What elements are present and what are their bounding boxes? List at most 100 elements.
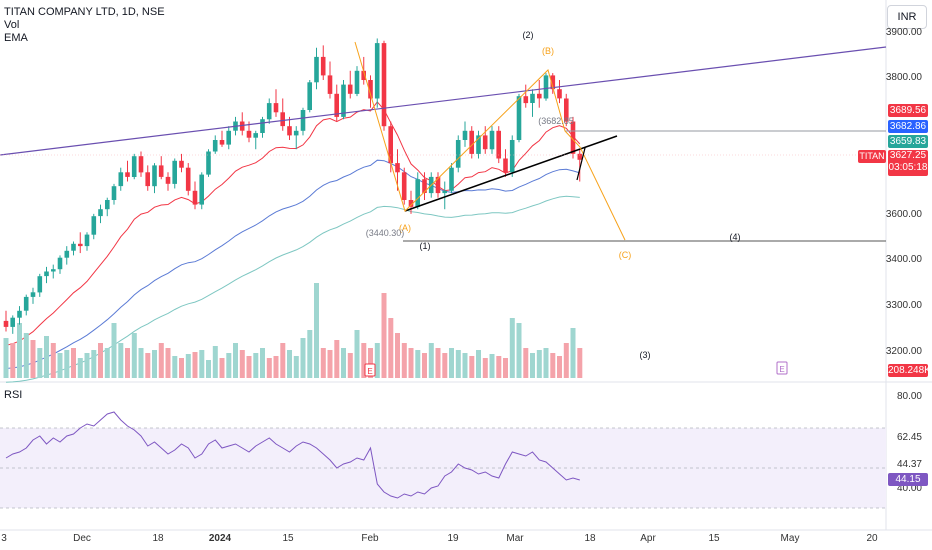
candle-body (239, 121, 245, 131)
rsi-tick: 80.00 (896, 391, 922, 402)
rsi-tick: 40.00 (896, 483, 922, 494)
candle-body (152, 165, 157, 187)
symbol-title[interactable]: TITAN COMPANY LTD, 1D, NSE (4, 6, 165, 18)
volume-bar (442, 353, 448, 378)
date-tick: Mar (506, 533, 524, 544)
volume-bar (563, 343, 569, 378)
volume-bar (550, 353, 556, 378)
price-tick: 3900.00 (885, 27, 922, 38)
vol-indicator-label[interactable]: Vol (4, 19, 20, 31)
rsi-pane (0, 411, 886, 509)
candle-body (449, 167, 454, 191)
candle-body (287, 126, 292, 136)
candle-body (246, 130, 252, 138)
rsi-tick: 62.45 (896, 432, 922, 443)
volume-bar (530, 353, 535, 378)
rsi-value-badge: 44.15 (888, 473, 928, 486)
candle-body (550, 75, 556, 90)
volume-bar (293, 356, 299, 378)
price-tick: 3600.00 (885, 209, 922, 220)
candle-body (422, 179, 427, 193)
earnings-marker (364, 363, 376, 377)
wave-label-c: (C) (619, 250, 632, 260)
date-tick: 20 (866, 533, 878, 544)
volume-bar (428, 343, 434, 378)
volume-bar (435, 348, 441, 378)
candle-body (131, 156, 137, 177)
candle-body (185, 167, 191, 191)
volume-bar (37, 348, 43, 378)
volume-bar (192, 352, 198, 378)
candle-body (125, 172, 130, 177)
price-tick: 3300.00 (885, 300, 922, 311)
candle-body (84, 234, 90, 247)
volume-bar (253, 353, 259, 378)
volume-bar (496, 356, 502, 378)
price-tick: 3800.00 (885, 72, 922, 83)
candle-body (320, 56, 326, 76)
drawings[interactable]: (2) (B) (A) (C) (1) (3) (4) (3440.30) (3682.85 E E (0, 30, 887, 377)
date-tick: Feb (361, 533, 379, 544)
volume-bar (334, 340, 340, 378)
volume-bar (347, 353, 353, 378)
volume-bar (273, 356, 279, 378)
date-tick: Dec (73, 533, 91, 544)
date-tick: 19 (447, 533, 459, 544)
volume-bar (266, 358, 272, 378)
volume-bar (172, 356, 178, 378)
candle-body (105, 200, 110, 210)
candle-body (516, 96, 522, 140)
candle-body (199, 174, 204, 205)
volume-bar (152, 350, 157, 378)
date-tick: Apr (640, 533, 656, 544)
candle-body (334, 93, 339, 117)
candle-body (280, 112, 285, 127)
elliott-wave-path (354, 41, 626, 241)
date-tick: May (780, 533, 800, 544)
symbol-tag: TITAN (858, 150, 886, 163)
volume-bar (381, 293, 387, 378)
volume-bar (536, 350, 542, 378)
volume-bar (408, 348, 414, 378)
volume-bar (287, 350, 292, 378)
candles (3, 38, 583, 334)
volume-bar (64, 350, 70, 378)
candle-body (570, 121, 576, 154)
volume-bar (449, 348, 454, 378)
wave-label-4: (4) (730, 232, 741, 242)
volume-bar (98, 343, 103, 378)
volume-bar (415, 350, 421, 378)
candle-body (543, 75, 549, 99)
volume-bar (84, 353, 90, 378)
candle-body (10, 317, 15, 327)
candle-body (172, 160, 177, 184)
rsi-indicator-label[interactable]: RSI (4, 389, 23, 401)
volume-bar (91, 350, 97, 378)
candle-body (300, 110, 306, 131)
candle-body (577, 153, 583, 160)
volume-bar (104, 348, 110, 378)
volume-bar (44, 336, 49, 378)
wave-label-1: (1) (420, 241, 431, 251)
candle-body (138, 156, 144, 173)
volume-bar (557, 356, 562, 378)
volume-bar (131, 333, 137, 378)
candle-body (212, 140, 218, 152)
candle-body (226, 130, 231, 145)
candle-body (509, 140, 515, 173)
candle-body (381, 43, 387, 127)
date-tick: 18 (584, 533, 596, 544)
volume-bar (509, 318, 515, 378)
ema-indicator-label[interactable]: EMA (4, 32, 28, 44)
candle-body (260, 119, 265, 133)
candle-body (17, 310, 22, 318)
candle-body (165, 176, 171, 184)
low-price-label: (3440.30) (366, 228, 405, 238)
candle-body (219, 140, 225, 145)
candle-body (307, 82, 312, 110)
price-tick: 3400.00 (885, 254, 922, 265)
candle-body (388, 126, 393, 164)
currency-button[interactable]: INR (887, 5, 927, 29)
volume-bar (543, 348, 549, 378)
